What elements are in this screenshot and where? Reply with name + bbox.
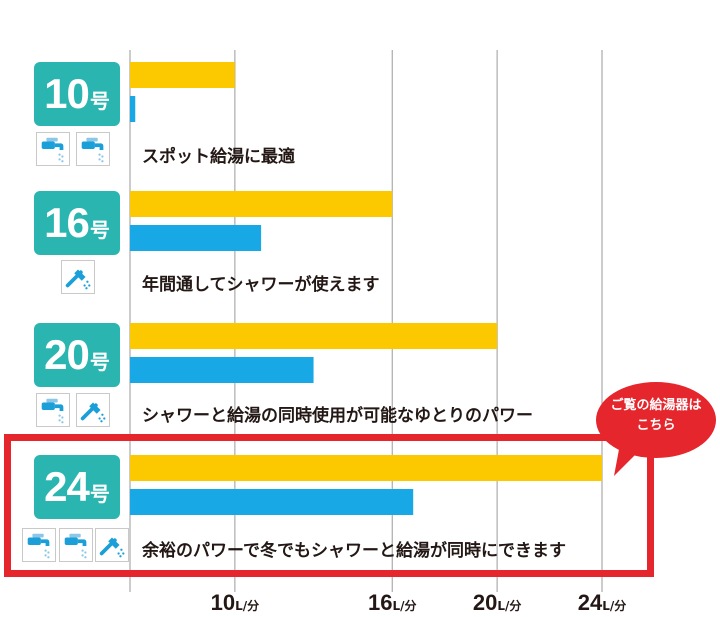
capacity-number: 10 [44,70,90,117]
shower-icon [76,393,110,427]
bar-yellow-16号 [130,191,393,217]
x-tick-label-16: 16L/分 [368,590,417,616]
bar-yellow-20号 [130,323,498,349]
row-description: 年間通してシャワーが使えます [142,275,380,295]
bar-blue-24号 [130,489,414,515]
shower-icon [61,260,95,294]
faucet-icon [36,393,70,427]
capacity-number: 16 [44,199,90,246]
faucet-icon [59,528,93,562]
row-description: シャワーと給湯の同時使用が可能なゆとりのパワー [142,406,533,426]
x-tick-label-24: 24L/分 [578,590,627,616]
capacity-unit: 号 [89,218,110,242]
x-tick-label-10: 10L/分 [211,590,260,616]
x-tick-label-20: 20L/分 [473,590,522,616]
faucet-icon [76,132,110,166]
faucet-icon [22,528,56,562]
tick-value: 16 [367,590,393,615]
callout-bubble [596,382,716,476]
bar-yellow-24号 [130,455,602,481]
faucet-icon [36,132,70,166]
capacity-badge-20: 20 号 [34,323,120,387]
tick-unit: L/分 [602,599,627,613]
capacity-badge-10: 10 号 [34,62,120,126]
tick-unit: L/分 [497,599,522,613]
bar-blue-10号 [130,96,136,122]
capacity-unit: 号 [89,482,110,506]
tick-unit: L/分 [392,599,417,613]
capacity-number: 24 [44,463,90,510]
capacity-unit: 号 [89,89,110,113]
capacity-number: 20 [44,331,90,378]
row-description: 余裕のパワーで冬でもシャワーと給湯が同時にできます [142,541,566,561]
capacity-badge-16: 16 号 [34,191,120,255]
callout-line1: ご覧の給湯器は [610,398,702,413]
highlight-frame [4,434,654,577]
capacity-unit: 号 [89,350,110,374]
callout-line2: こちら [636,418,676,433]
shower-icon [95,528,129,562]
tick-value: 10 [210,590,236,615]
capacity-badge-24: 24 号 [34,455,120,519]
callout-text: ご覧の給湯器は こちら [594,396,718,436]
bar-blue-20号 [130,357,314,383]
tick-value: 20 [472,590,498,615]
bar-blue-16号 [130,225,262,251]
row-description: スポット給湯に最適 [142,147,295,167]
tick-unit: L/分 [235,599,260,613]
bar-yellow-10号 [130,62,235,88]
tick-value: 24 [577,590,603,615]
